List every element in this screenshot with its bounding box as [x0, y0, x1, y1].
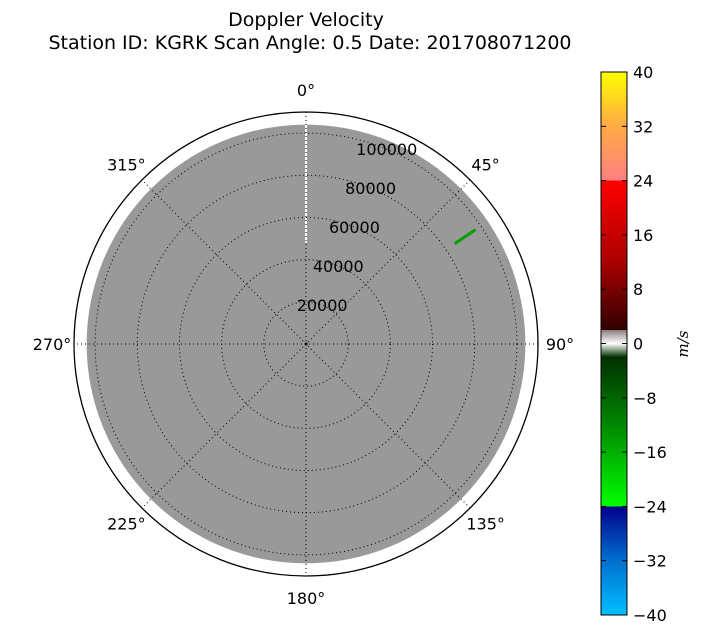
colorbar-tick-label: −40: [633, 606, 667, 625]
polar-plot: 20000 40000 60000 80000 100000 0° 45° 90° 135° 18…: [33, 81, 574, 608]
theta-tick-label: 135°: [466, 515, 505, 534]
colorbar-tick-label: 0: [633, 335, 643, 354]
colorbar-unit-label: m/s: [674, 330, 692, 357]
r-tick-label: 80000: [345, 179, 396, 198]
polar-center: [304, 342, 308, 346]
theta-tick-label: 225°: [107, 515, 146, 534]
r-grid-circle: [178, 216, 434, 472]
theta-tick-label: 315°: [107, 155, 146, 174]
colorbar-tick-label: −8: [633, 389, 657, 408]
theta-tick-label: 0°: [297, 81, 315, 100]
chart-subtitle: Station ID: KGRK Scan Angle: 0.5 Date: 2…: [48, 32, 571, 54]
colorbar-tick-label: −32: [633, 552, 667, 571]
theta-tick-label: 90°: [546, 335, 574, 354]
theta-tick-label: 270°: [33, 335, 72, 354]
colorbar-tick-label: 40: [633, 63, 653, 82]
colorbar: 40 32 24 16 8 0 −8 −16 −24 −32 −40: [600, 63, 667, 625]
colorbar-tick-label: −24: [633, 497, 667, 516]
theta-tick-label: 45°: [471, 155, 499, 174]
r-tick-label: 20000: [297, 296, 348, 315]
velocity-streak: [453, 228, 477, 245]
r-tick-label: 60000: [329, 218, 380, 237]
r-grid-circle: [94, 132, 518, 556]
colorbar-tick-label: −16: [633, 443, 667, 462]
theta-tick-label: 180°: [287, 589, 326, 608]
polar-frame: [73, 111, 539, 577]
chart-title: Doppler Velocity: [228, 9, 384, 31]
colorbar-tick-label: 32: [633, 117, 653, 136]
colorbar-tick-label: 8: [633, 280, 643, 299]
colorbar-tick-label: 16: [633, 226, 653, 245]
r-grid-circle: [263, 301, 349, 387]
r-tick-label: 40000: [313, 257, 364, 276]
colorbar-tick-label: 24: [633, 172, 653, 191]
r-tick-label: 100000: [356, 140, 417, 159]
